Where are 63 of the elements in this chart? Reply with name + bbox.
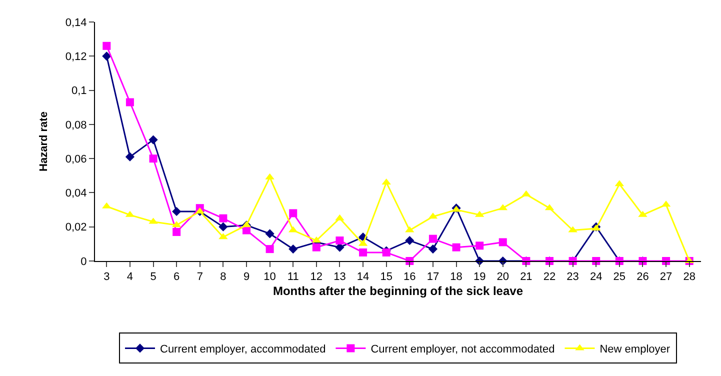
x-tick-label: 15 xyxy=(380,271,392,284)
point xyxy=(428,234,437,243)
x-tick-label: 13 xyxy=(334,271,346,284)
x-tick-label: 8 xyxy=(220,271,226,284)
x-tick-label: 22 xyxy=(543,271,556,284)
point xyxy=(125,152,135,162)
x-tick-label: 24 xyxy=(590,271,602,284)
y-tick-label: 0,02 xyxy=(65,222,87,234)
x-tick-label: 10 xyxy=(264,271,276,284)
x-tick-label: 5 xyxy=(150,271,156,284)
point xyxy=(265,229,274,238)
x-tick-label: 6 xyxy=(174,271,180,284)
point xyxy=(359,248,368,256)
x-tick-label: 9 xyxy=(243,271,250,284)
x-tick-label: 28 xyxy=(683,271,696,284)
x-tick-label: 20 xyxy=(496,271,510,284)
point xyxy=(288,244,298,254)
point xyxy=(476,242,484,250)
x-axis-title: Months after the beginning of the sick leave xyxy=(272,284,524,298)
point xyxy=(289,209,298,218)
x-tick-label: 4 xyxy=(126,271,134,284)
x-tick-label: 25 xyxy=(613,271,626,284)
point xyxy=(266,245,274,254)
x-tick-label: 27 xyxy=(660,271,672,284)
x-tick-label: 14 xyxy=(356,271,370,284)
y-tick-label: 0,14 xyxy=(65,16,87,29)
point xyxy=(242,226,250,234)
point xyxy=(312,243,320,252)
x-tick-label: 17 xyxy=(426,271,440,284)
x-tick-label: 26 xyxy=(636,271,649,284)
legend-label: New employer xyxy=(600,343,670,356)
point xyxy=(218,222,228,232)
x-tick-label: 12 xyxy=(310,271,323,284)
legend-label: Current employer, accommodated xyxy=(160,343,326,356)
y-tick-label: 0,1 xyxy=(72,85,87,98)
y-tick-label: 0,06 xyxy=(65,153,87,166)
x-tick-label: 19 xyxy=(473,271,486,284)
y-tick-label: 0,08 xyxy=(65,119,87,132)
point xyxy=(498,238,507,246)
x-tick-label: 11 xyxy=(287,271,299,284)
x-tick-label: 18 xyxy=(450,271,462,284)
point xyxy=(172,206,182,216)
y-tick-label: 0 xyxy=(80,256,87,268)
y-tick-label: 0,12 xyxy=(65,50,87,63)
x-tick-label: 23 xyxy=(566,271,579,284)
x-tick-label: 21 xyxy=(520,271,532,284)
point xyxy=(149,154,158,163)
point xyxy=(219,214,228,222)
point xyxy=(102,52,112,61)
y-tick-label: 0,04 xyxy=(65,188,87,200)
point xyxy=(336,236,344,245)
y-axis-title: Hazard rate xyxy=(38,112,50,172)
x-tick-label: 7 xyxy=(196,271,203,284)
point xyxy=(405,236,414,246)
x-tick-label: 16 xyxy=(404,271,416,284)
legend-label: Current employer, not accommodated xyxy=(370,343,555,356)
point xyxy=(148,135,158,144)
point xyxy=(452,243,460,252)
point xyxy=(172,228,181,236)
point xyxy=(102,42,111,50)
point xyxy=(428,244,438,254)
x-tick-label: 3 xyxy=(104,271,110,284)
point xyxy=(126,98,134,106)
